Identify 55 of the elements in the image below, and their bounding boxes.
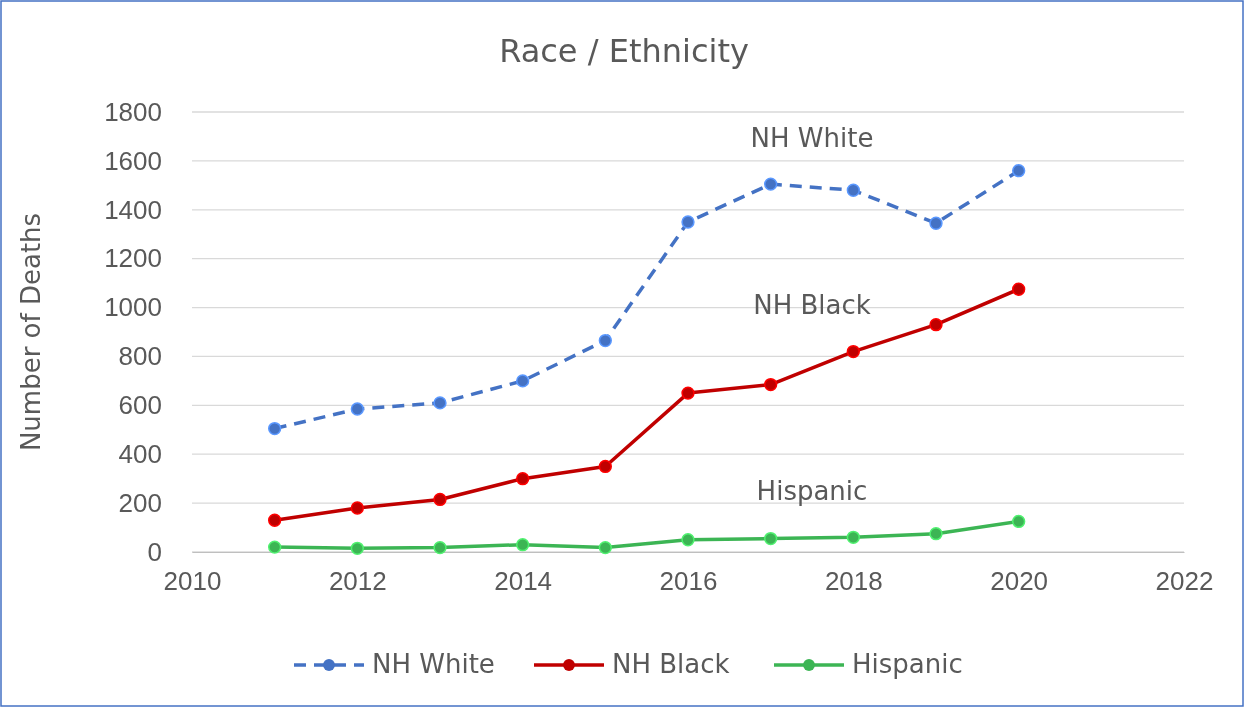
x-tick-label: 2020 <box>990 566 1049 597</box>
point <box>929 216 943 230</box>
x-tick-label: 2016 <box>659 566 718 597</box>
point <box>764 177 778 191</box>
point <box>598 333 612 348</box>
point <box>929 527 943 541</box>
point <box>350 501 364 515</box>
point <box>1012 514 1026 529</box>
point <box>268 540 282 554</box>
point <box>433 492 447 507</box>
y-tick-label: 1400 <box>104 194 162 225</box>
y-tick-label: 1600 <box>104 145 162 176</box>
legend-label: Hispanic <box>852 648 963 679</box>
legend-label: NH Black <box>612 648 730 679</box>
point <box>846 344 860 359</box>
point <box>350 541 364 555</box>
point <box>929 318 943 332</box>
y-tick-label: 200 <box>118 487 162 518</box>
text: NH White <box>750 122 874 153</box>
legend-label: NH White <box>372 648 495 679</box>
point <box>681 215 695 229</box>
y-tick-label: 800 <box>118 341 162 372</box>
y-tick-label: 1000 <box>104 292 162 323</box>
point <box>846 183 860 197</box>
y-tick-label: 0 <box>147 536 162 567</box>
point <box>433 540 447 555</box>
y-axis-title: Number of Deaths <box>16 212 46 452</box>
y-tick-label: 1800 <box>104 96 162 127</box>
x-tick-label: 2014 <box>494 566 553 597</box>
point <box>433 396 447 410</box>
point <box>516 472 530 486</box>
point <box>598 540 612 555</box>
point <box>1012 282 1026 296</box>
x-tick-label: 2022 <box>1155 566 1214 597</box>
point <box>268 421 282 436</box>
x-tick-label: 2018 <box>824 566 883 597</box>
point <box>516 374 530 388</box>
y-tick-label: 600 <box>118 390 162 421</box>
y-tick-label: 1200 <box>104 243 162 274</box>
point <box>350 402 364 416</box>
point <box>268 513 282 527</box>
y-tick-label: 400 <box>118 439 162 470</box>
point <box>1012 164 1026 178</box>
chart-title: Race / Ethnicity <box>499 32 749 70</box>
point <box>681 533 695 547</box>
point <box>764 377 778 392</box>
point <box>598 459 612 474</box>
point <box>516 538 530 552</box>
point <box>681 386 695 400</box>
point <box>764 531 778 546</box>
point <box>846 530 860 544</box>
text: Hispanic <box>756 475 868 506</box>
text: NH Black <box>753 290 871 321</box>
x-tick-label: 2010 <box>163 566 222 597</box>
x-tick-label: 2012 <box>328 566 387 597</box>
